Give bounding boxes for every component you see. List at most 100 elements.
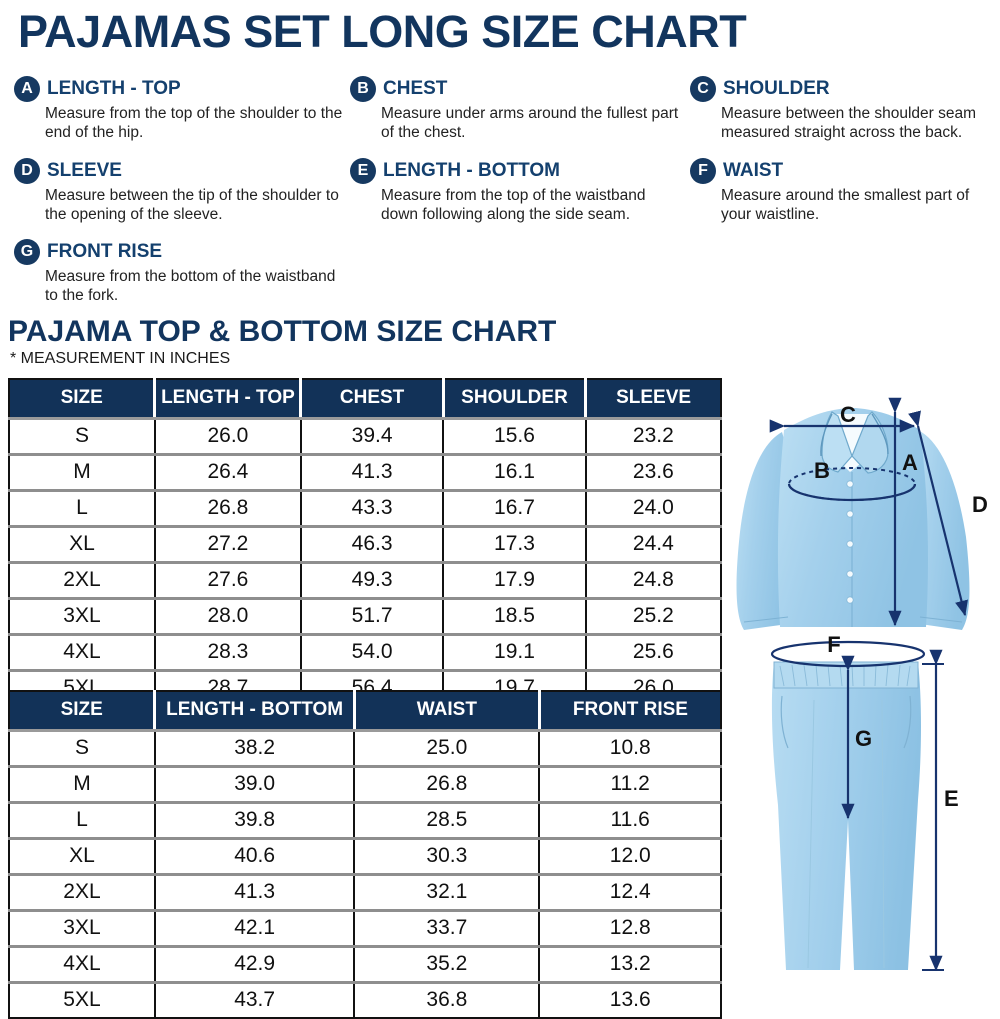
pajama-top-graphic: C A B D bbox=[736, 397, 988, 630]
legend-label-a: LENGTH - TOP bbox=[47, 78, 181, 99]
cell-sleeve: 24.4 bbox=[585, 526, 721, 564]
cell-size: XL bbox=[9, 526, 156, 564]
col-shoulder: SHOULDER bbox=[443, 379, 588, 420]
cell-waist: 26.8 bbox=[354, 766, 541, 804]
table-top-body: S 26.0 39.4 15.6 23.2 M 26.4 41.3 16.1 2… bbox=[9, 418, 721, 706]
cell-size: 5XL bbox=[9, 982, 156, 1018]
table-row: XL 40.6 30.3 12.0 bbox=[9, 838, 721, 876]
legend-label-g: FRONT RISE bbox=[47, 241, 163, 262]
table-row: 5XL 43.7 36.8 13.6 bbox=[9, 982, 721, 1018]
pajama-bottom-size-table: SIZE LENGTH - BOTTOM WAIST FRONT RISE S … bbox=[8, 690, 722, 1019]
table-row: L 39.8 28.5 11.6 bbox=[9, 802, 721, 840]
legend-label-f: WAIST bbox=[723, 160, 784, 181]
dim-label-b: B bbox=[814, 458, 830, 483]
table-row: 4XL 28.3 54.0 19.1 25.6 bbox=[9, 634, 721, 672]
cell-front-rise: 12.0 bbox=[539, 838, 721, 876]
legend-label-b: CHEST bbox=[383, 78, 448, 99]
cell-size: 3XL bbox=[9, 910, 156, 948]
cell-chest: 46.3 bbox=[300, 526, 445, 564]
cell-length: 40.6 bbox=[154, 838, 356, 876]
cell-chest: 49.3 bbox=[300, 562, 445, 600]
cell-waist: 30.3 bbox=[354, 838, 541, 876]
measurement-unit-note: * MEASUREMENT IN INCHES bbox=[10, 350, 231, 367]
cell-size: 3XL bbox=[9, 598, 156, 636]
table-row: 3XL 28.0 51.7 18.5 25.2 bbox=[9, 598, 721, 636]
garment-illustration: C A B D F G E bbox=[722, 372, 1000, 1000]
cell-size: L bbox=[9, 490, 156, 528]
cell-front-rise: 11.2 bbox=[539, 766, 721, 804]
table-row: M 26.4 41.3 16.1 23.6 bbox=[9, 454, 721, 492]
badge-d-icon: D bbox=[14, 158, 40, 184]
cell-length: 28.0 bbox=[154, 598, 302, 636]
col-length-bottom: LENGTH - BOTTOM bbox=[154, 691, 356, 732]
cell-sleeve: 24.0 bbox=[585, 490, 721, 528]
legend-label-e: LENGTH - BOTTOM bbox=[383, 160, 560, 181]
legend-item-g: G FRONT RISE Measure from the bottom of … bbox=[14, 239, 345, 306]
badge-g-icon: G bbox=[14, 239, 40, 265]
cell-length: 39.0 bbox=[154, 766, 356, 804]
cell-chest: 43.3 bbox=[300, 490, 445, 528]
cell-waist: 35.2 bbox=[354, 946, 541, 984]
legend-item-b: B CHEST Measure under arms around the fu… bbox=[350, 76, 681, 143]
cell-length: 27.2 bbox=[154, 526, 302, 564]
cell-waist: 28.5 bbox=[354, 802, 541, 840]
cell-sleeve: 23.2 bbox=[585, 418, 721, 456]
cell-sleeve: 25.2 bbox=[585, 598, 721, 636]
legend-item-d: D SLEEVE Measure between the tip of the … bbox=[14, 158, 345, 225]
legend-item-c: C SHOULDER Measure between the shoulder … bbox=[690, 76, 1000, 143]
cell-front-rise: 13.2 bbox=[539, 946, 721, 984]
legend-head-a: A LENGTH - TOP bbox=[14, 76, 345, 102]
col-size: SIZE bbox=[9, 379, 157, 420]
cell-front-rise: 10.8 bbox=[539, 730, 721, 768]
table-header-row: SIZE LENGTH - TOP CHEST SHOULDER SLEEVE bbox=[9, 379, 721, 420]
section-title: PAJAMA TOP & BOTTOM SIZE CHART bbox=[8, 315, 557, 348]
cell-shoulder: 16.7 bbox=[443, 490, 587, 528]
cell-front-rise: 12.4 bbox=[539, 874, 721, 912]
cell-sleeve: 23.6 bbox=[585, 454, 721, 492]
cell-waist: 36.8 bbox=[354, 982, 541, 1018]
table-row: S 38.2 25.0 10.8 bbox=[9, 730, 721, 768]
cell-shoulder: 17.9 bbox=[443, 562, 587, 600]
cell-size: S bbox=[9, 418, 156, 456]
cell-front-rise: 13.6 bbox=[539, 982, 721, 1018]
badge-f-icon: F bbox=[690, 158, 716, 184]
col-length-top: LENGTH - TOP bbox=[154, 379, 303, 420]
col-front-rise: FRONT RISE bbox=[539, 691, 721, 732]
table-row: 4XL 42.9 35.2 13.2 bbox=[9, 946, 721, 984]
table-row: 2XL 27.6 49.3 17.9 24.8 bbox=[9, 562, 721, 600]
cell-length: 41.3 bbox=[154, 874, 356, 912]
table-row: S 26.0 39.4 15.6 23.2 bbox=[9, 418, 721, 456]
cell-length: 26.0 bbox=[154, 418, 302, 456]
cell-length: 42.1 bbox=[154, 910, 356, 948]
table-bottom-header: SIZE LENGTH - BOTTOM WAIST FRONT RISE bbox=[9, 691, 721, 732]
legend-desc-f: Measure around the smallest part of your… bbox=[721, 187, 970, 223]
cell-size: L bbox=[9, 802, 156, 840]
legend-head-b: B CHEST bbox=[350, 76, 681, 102]
cell-size: 4XL bbox=[9, 946, 156, 984]
dim-label-c: C bbox=[840, 402, 856, 427]
table-row: M 39.0 26.8 11.2 bbox=[9, 766, 721, 804]
cell-length: 26.8 bbox=[154, 490, 302, 528]
table-top-header: SIZE LENGTH - TOP CHEST SHOULDER SLEEVE bbox=[9, 379, 721, 420]
table-row: 2XL 41.3 32.1 12.4 bbox=[9, 874, 721, 912]
cell-chest: 39.4 bbox=[300, 418, 445, 456]
cell-length: 38.2 bbox=[154, 730, 356, 768]
cell-chest: 41.3 bbox=[300, 454, 445, 492]
measurement-legend: A LENGTH - TOP Measure from the top of t… bbox=[0, 76, 1000, 316]
dim-label-d: D bbox=[972, 492, 988, 517]
page-title: PAJAMAS SET LONG SIZE CHART bbox=[18, 6, 747, 57]
cell-waist: 33.7 bbox=[354, 910, 541, 948]
cell-shoulder: 19.1 bbox=[443, 634, 587, 672]
cell-size: 2XL bbox=[9, 874, 156, 912]
legend-desc-e: Measure from the top of the waistband do… bbox=[381, 187, 646, 223]
col-size: SIZE bbox=[9, 691, 157, 732]
cell-shoulder: 17.3 bbox=[443, 526, 587, 564]
cell-length: 28.3 bbox=[154, 634, 302, 672]
legend-item-a: A LENGTH - TOP Measure from the top of t… bbox=[14, 76, 345, 143]
cell-size: XL bbox=[9, 838, 156, 876]
cell-size: M bbox=[9, 766, 156, 804]
cell-waist: 32.1 bbox=[354, 874, 541, 912]
legend-desc-d: Measure between the tip of the shoulder … bbox=[45, 187, 339, 223]
legend-label-c: SHOULDER bbox=[723, 78, 830, 99]
cell-length: 42.9 bbox=[154, 946, 356, 984]
